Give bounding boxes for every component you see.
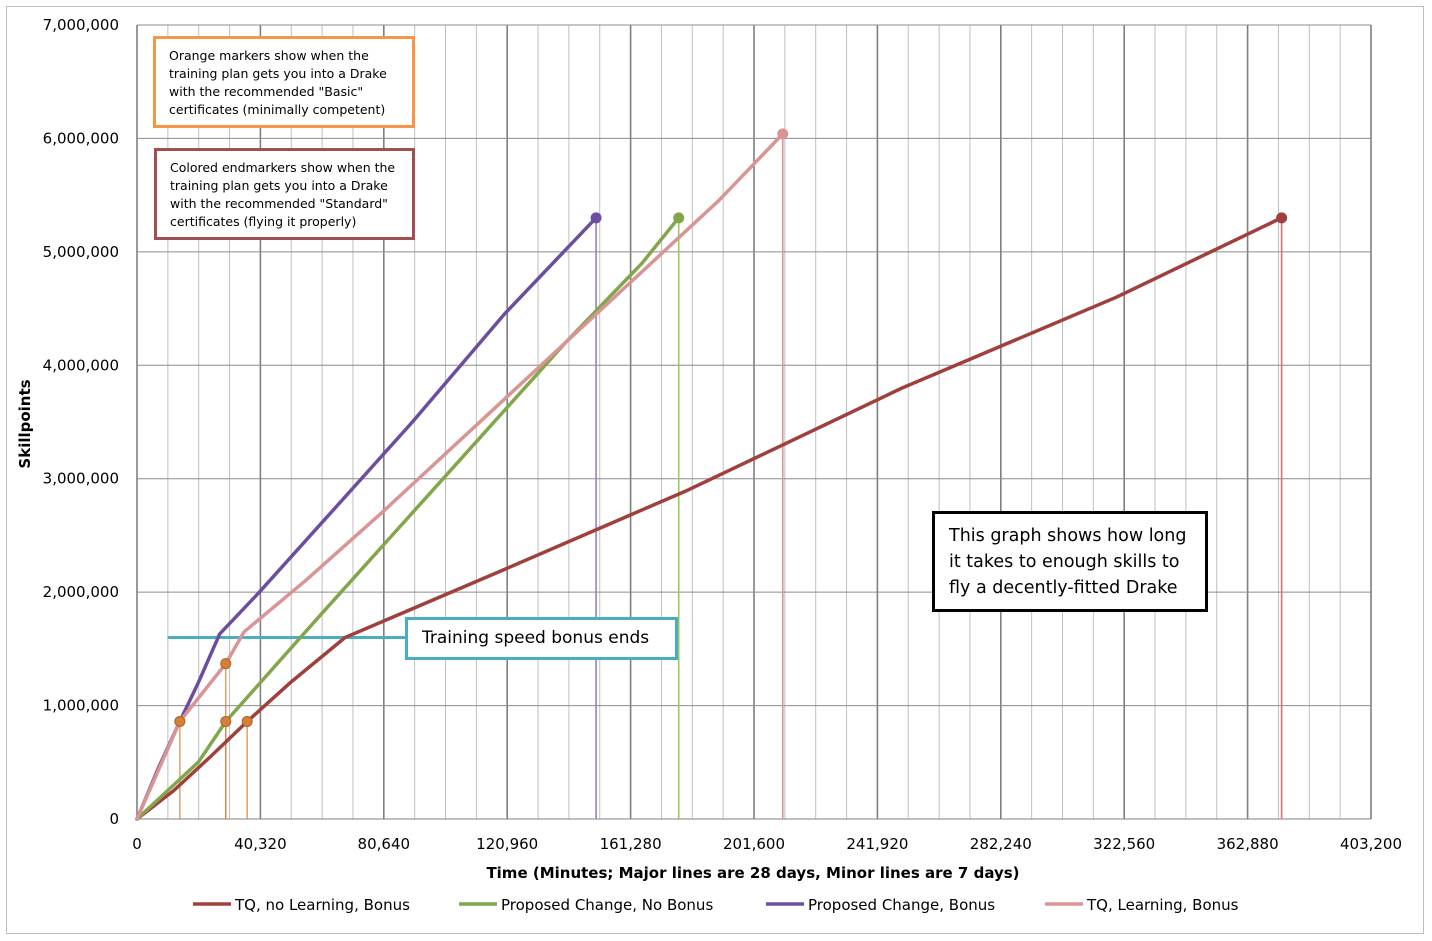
series-line xyxy=(135,216,1284,821)
series-line xyxy=(135,216,681,821)
chart-frame xyxy=(6,6,1424,934)
legend-label: Proposed Change, No Bonus xyxy=(501,896,713,914)
basic-certificate-marker xyxy=(220,715,232,727)
series-layer xyxy=(135,132,1284,821)
y-tick-label: 2,000,000 xyxy=(43,583,119,601)
marker-layer xyxy=(174,128,1288,727)
x-tick-label: 80,640 xyxy=(358,835,411,853)
x-tick-label: 120,960 xyxy=(476,835,538,853)
x-tick-label: 403,200 xyxy=(1340,835,1402,853)
x-tick-label: 201,600 xyxy=(723,835,785,853)
basic-certificate-marker xyxy=(241,715,253,727)
series-line xyxy=(135,132,785,821)
y-tick-label: 4,000,000 xyxy=(43,356,119,374)
x-tick-label: 161,280 xyxy=(600,835,662,853)
legend-label: TQ, no Learning, Bonus xyxy=(234,896,410,914)
legend-label: TQ, Learning, Bonus xyxy=(1086,896,1239,914)
y-tick-label: 3,000,000 xyxy=(43,470,119,488)
standard-certificate-end-marker xyxy=(1276,212,1288,224)
standard-certificate-end-marker xyxy=(673,212,685,224)
bonus-ends-note: Training speed bonus ends xyxy=(405,617,678,660)
y-tick-label: 5,000,000 xyxy=(43,243,119,261)
legend: TQ, no Learning, Bonus Proposed Change, N… xyxy=(193,896,1239,914)
y-tick-label: 6,000,000 xyxy=(43,129,119,147)
standard-certificates-note: Colored endmarkers show when the trainin… xyxy=(154,148,415,240)
graph-description-note: This graph shows how long it takes to en… xyxy=(932,511,1208,612)
legend-label: Proposed Change, Bonus xyxy=(808,896,995,914)
basic-certificate-marker xyxy=(174,715,186,727)
y-axis-title: Skillpoints xyxy=(16,379,34,468)
x-tick-label: 241,920 xyxy=(846,835,908,853)
y-tick-label: 1,000,000 xyxy=(43,697,119,715)
y-tick-label: 0 xyxy=(109,810,119,828)
standard-certificate-end-marker xyxy=(777,128,789,140)
x-tick-label: 0 xyxy=(132,835,142,853)
x-tick-label: 40,320 xyxy=(234,835,287,853)
standard-certificate-end-marker xyxy=(590,212,602,224)
drop-lines xyxy=(179,133,1283,819)
series-line xyxy=(135,216,598,821)
x-tick-label: 362,880 xyxy=(1217,835,1279,853)
x-axis-title: Time (Minutes; Major lines are 28 days, … xyxy=(486,864,1019,882)
grid-layer xyxy=(136,24,1372,820)
basic-certificates-note: Orange markers show when the training pl… xyxy=(153,36,415,128)
x-tick-label: 322,560 xyxy=(1093,835,1155,853)
basic-certificate-marker xyxy=(220,658,232,670)
y-tick-label: 7,000,000 xyxy=(43,16,119,34)
tick-labels: 0 40,320 80,640 120,960 161,280 201,600 241,92… xyxy=(43,16,1402,853)
x-tick-label: 282,240 xyxy=(970,835,1032,853)
